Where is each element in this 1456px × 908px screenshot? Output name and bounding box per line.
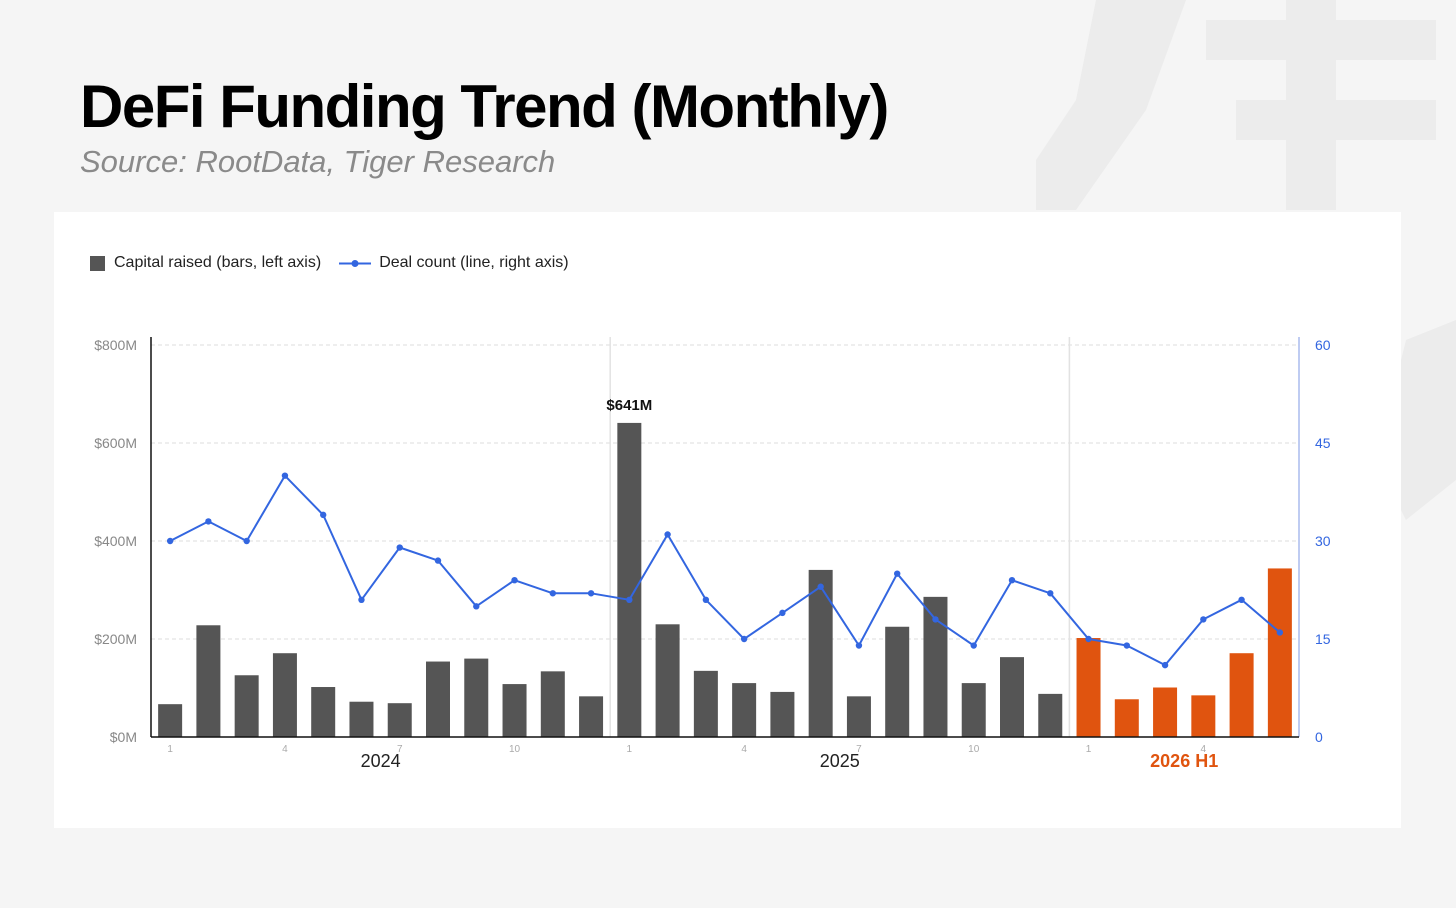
deal-count-line — [169, 474, 1281, 667]
deal-point-2025-06 — [817, 583, 824, 590]
right-axis-tick-label: 60 — [1315, 337, 1331, 353]
deal-point-2026-04 — [1200, 616, 1207, 623]
bar-2024-08 — [426, 661, 450, 737]
deal-point-2025-09 — [932, 616, 939, 623]
deal-point-2024-11 — [549, 590, 556, 597]
month-tick-label: 7 — [397, 744, 403, 755]
left-axis-tick-label: $400M — [94, 533, 137, 549]
deal-point-2025-05 — [779, 609, 786, 617]
bar-2025-05 — [770, 691, 795, 737]
bar-2026-02 — [1114, 699, 1139, 737]
bar-2024-04 — [272, 653, 297, 737]
bar-2024-03 — [234, 675, 259, 737]
bar-2024-06 — [349, 701, 374, 737]
legend-line-label: Deal count (line, right axis) — [379, 254, 569, 271]
bar-2024-07 — [387, 703, 412, 737]
bar-2025-07 — [846, 696, 871, 737]
month-tick-label: 4 — [282, 744, 288, 755]
bar-2024-02 — [196, 625, 221, 737]
page-subtitle: Source: RootData, Tiger Research — [80, 144, 556, 179]
bar-2026-05 — [1229, 653, 1254, 737]
deal-point-2025-07 — [855, 642, 863, 649]
bar-2026-04 — [1191, 695, 1216, 737]
left-axis-tick-label: $200M — [94, 631, 137, 647]
deal-point-2026-05 — [1238, 596, 1245, 603]
bar-2024-05 — [311, 687, 336, 737]
month-tick-label: 4 — [1201, 744, 1207, 755]
right-axis-tick-label: 15 — [1315, 631, 1331, 647]
bar-2024-11 — [540, 671, 565, 737]
deal-point-2024-03 — [243, 537, 250, 545]
deal-point-2026-01 — [1085, 635, 1092, 643]
year-label: 2024 — [361, 751, 401, 771]
deal-point-2024-02 — [205, 518, 212, 525]
deal-point-2024-10 — [511, 577, 518, 584]
bar-2025-08 — [885, 626, 910, 737]
legend-item-line: Deal count (line, right axis) — [339, 254, 569, 272]
month-tick-label: 10 — [968, 744, 980, 755]
left-axis-tick-label: $800M — [94, 337, 137, 353]
deal-point-2024-06 — [358, 596, 365, 603]
page-title: DeFi Funding Trend (Monthly) — [80, 73, 889, 140]
month-tick-label: 1 — [167, 744, 173, 755]
legend-item-bars: Capital raised (bars, left axis) — [90, 254, 321, 272]
deal-point-2025-01 — [626, 596, 633, 603]
bar-2026-03 — [1153, 687, 1178, 737]
deal-point-2024-04 — [281, 472, 289, 479]
deal-point-2026-06 — [1276, 629, 1284, 636]
chart-plot: $0M $200M $400M $600M $800M 0 15 30 45 60 1 4 7 10 1 4 7… — [94, 337, 1331, 771]
deal-point-2025-04 — [740, 635, 748, 643]
peak-annotation: $641M — [606, 397, 652, 414]
bar-2025-12 — [1038, 693, 1063, 737]
bar-2024-10 — [502, 684, 527, 737]
deal-point-2024-08 — [434, 557, 442, 564]
bar-2025-04 — [732, 683, 757, 737]
bar-2025-01 — [617, 422, 642, 737]
deal-point-2025-10 — [970, 642, 977, 649]
deal-point-2024-09 — [473, 603, 480, 610]
month-tick-label: 10 — [509, 744, 521, 755]
deal-point-2025-08 — [894, 570, 901, 577]
left-axis-tick-label: $0M — [110, 729, 137, 745]
chart-legend: Capital raised (bars, left axis) Deal co… — [90, 254, 587, 272]
deal-point-2024-07 — [396, 544, 403, 551]
bar-2026-01 — [1076, 638, 1101, 737]
year-label: 2026 H1 — [1150, 751, 1218, 771]
bar-2026-06 — [1267, 568, 1292, 737]
bar-2025-11 — [1000, 657, 1024, 737]
month-tick-label: 7 — [856, 744, 862, 755]
bar-2025-06 — [808, 569, 833, 737]
deal-point-2024-05 — [320, 511, 327, 519]
left-axis-tick-label: $600M — [94, 435, 137, 451]
legend-bar-swatch — [90, 255, 105, 271]
deal-point-2025-02 — [664, 531, 671, 538]
legend-line-swatch — [339, 259, 372, 267]
bar-2024-12 — [579, 696, 604, 737]
right-axis-tick-label: 30 — [1315, 533, 1331, 549]
bar-2024-09 — [464, 658, 489, 737]
year-label: 2025 — [820, 751, 860, 771]
deal-point-2026-03 — [1161, 661, 1169, 669]
bar-2024-01 — [158, 704, 183, 737]
month-tick-label: 1 — [627, 744, 633, 755]
month-tick-label: 4 — [741, 744, 747, 755]
month-tick-label: 1 — [1086, 744, 1092, 755]
right-axis-tick-label: 45 — [1315, 435, 1331, 451]
deal-point-2026-02 — [1123, 642, 1131, 649]
chart-card: Capital raised (bars, left axis) Deal co… — [54, 212, 1401, 828]
legend-bars-label: Capital raised (bars, left axis) — [114, 254, 322, 271]
deal-point-2025-11 — [1008, 577, 1016, 584]
deal-point-2025-03 — [702, 596, 710, 603]
right-axis-tick-label: 0 — [1315, 729, 1323, 745]
bar-2025-02 — [655, 624, 680, 737]
deal-point-2025-12 — [1047, 590, 1054, 597]
deal-point-2024-12 — [587, 590, 595, 597]
bar-2025-10 — [961, 683, 986, 737]
bar-2025-03 — [693, 670, 718, 737]
deal-point-2024-01 — [166, 537, 174, 545]
